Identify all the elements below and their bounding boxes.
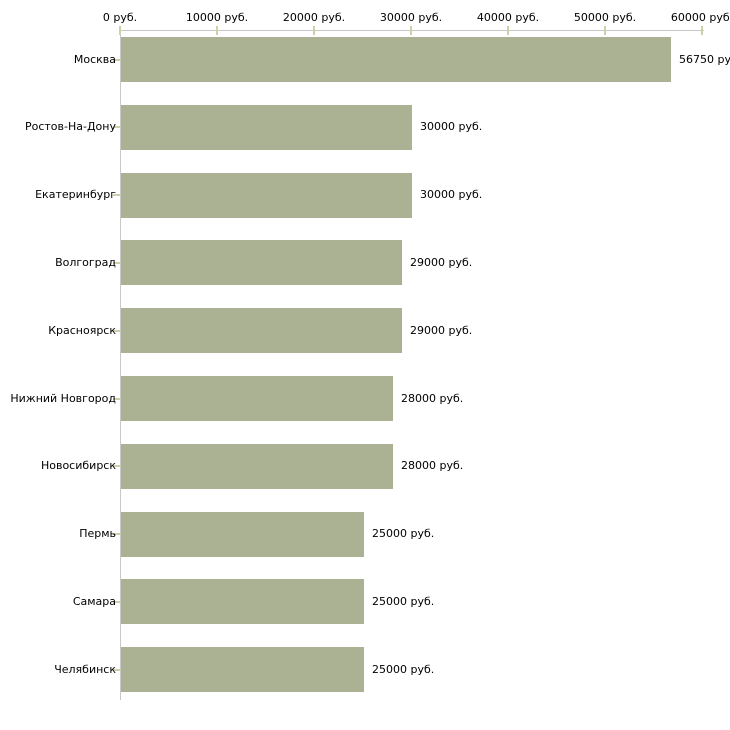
x-axis-tick-mark: [604, 26, 606, 35]
bar: [121, 308, 402, 354]
category-label: Самара: [72, 594, 116, 608]
value-label: 30000 руб.: [420, 188, 483, 202]
value-label: 29000 руб.: [410, 323, 473, 337]
x-axis-tick-mark: [119, 26, 121, 35]
x-axis-tick-mark: [216, 26, 218, 35]
bar: [121, 172, 412, 218]
x-axis-tick-mark: [701, 26, 703, 35]
y-axis-tick-mark: [113, 465, 120, 468]
x-axis-tick-mark: [410, 26, 412, 35]
bar: [121, 104, 412, 150]
category-label: Челябинск: [54, 662, 116, 676]
value-label: 25000 руб.: [372, 594, 435, 608]
x-axis-tick-mark: [313, 26, 315, 35]
bar: [121, 579, 364, 625]
x-axis-tick-label: 10000 руб.: [185, 11, 249, 24]
value-label: 28000 руб.: [401, 391, 464, 405]
y-axis-tick-mark: [113, 194, 120, 197]
y-axis-tick-mark: [113, 533, 120, 536]
x-axis-tick-label: 0 руб.: [102, 11, 138, 24]
category-label: Красноярск: [48, 323, 116, 337]
category-label: Нижний Новгород: [10, 391, 116, 405]
value-label: 25000 руб.: [372, 527, 435, 541]
bar: [121, 240, 402, 286]
y-axis-tick-mark: [113, 126, 120, 129]
y-axis-line: [120, 30, 121, 700]
bar: [121, 443, 393, 489]
bar: [121, 647, 364, 693]
bar: [121, 511, 364, 557]
y-axis-tick-mark: [113, 600, 120, 603]
x-axis-tick-label: 20000 руб.: [282, 11, 346, 24]
x-axis-tick-mark: [507, 26, 509, 35]
category-label: Пермь: [79, 527, 116, 541]
x-axis-line: [120, 30, 704, 31]
y-axis-tick-mark: [113, 329, 120, 332]
x-axis-tick-label: 50000 руб.: [573, 11, 637, 24]
bar: [121, 37, 671, 82]
category-label: Волгоград: [55, 255, 116, 269]
x-axis-tick-label: 30000 руб.: [379, 11, 443, 24]
y-axis-tick-mark: [113, 261, 120, 264]
y-axis-tick-mark: [113, 58, 120, 61]
x-axis-tick-label: 40000 руб.: [476, 11, 540, 24]
value-label: 28000 руб.: [401, 459, 464, 473]
bar: [121, 376, 393, 421]
category-label: Екатеринбург: [35, 188, 116, 202]
category-label: Москва: [73, 52, 116, 66]
value-label: 30000 руб.: [420, 120, 483, 134]
value-label: 29000 руб.: [410, 255, 473, 269]
value-label: 25000 руб.: [372, 662, 435, 676]
category-label: Ростов-На-Дону: [24, 120, 116, 134]
x-axis-tick-label: 60000 руб.: [670, 11, 730, 24]
category-label: Новосибирск: [40, 459, 116, 473]
value-label: 56750 руб: [679, 52, 730, 66]
y-axis-tick-mark: [113, 397, 120, 400]
y-axis-tick-mark: [113, 668, 120, 671]
